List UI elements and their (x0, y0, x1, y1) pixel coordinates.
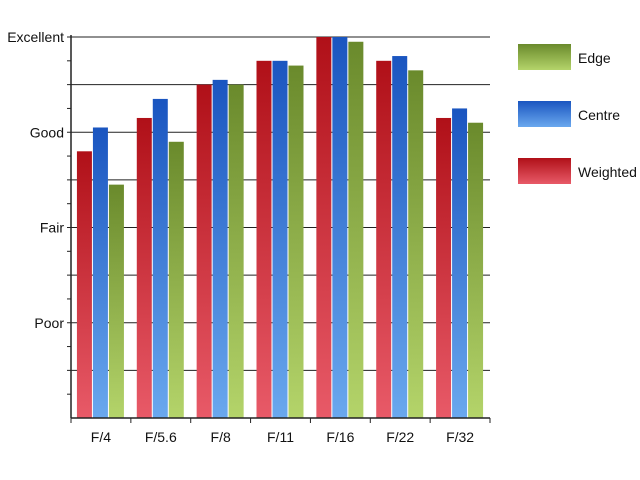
x-tick-label: F/8 (211, 429, 231, 445)
y-tick-labels: Poor Fair Good Excellent (7, 29, 64, 331)
bar-centre-0 (92, 127, 108, 419)
legend-label-weighted: Weighted (578, 164, 637, 180)
y-tick-label: Poor (34, 315, 64, 331)
legend-swatch-centre (518, 101, 571, 127)
bar-edge-1 (168, 141, 184, 418)
legend-swatch-edge (518, 44, 571, 70)
bar-edge-4 (348, 41, 364, 418)
x-tick-labels: F/4 F/5.6 F/8 F/11 F/16 F/22 F/32 (91, 429, 474, 445)
bar-centre-6 (452, 108, 468, 418)
bar-edge-0 (108, 184, 124, 418)
bar-weighted-0 (76, 151, 92, 419)
bar-weighted-4 (316, 37, 332, 418)
x-tick-label: F/4 (91, 429, 111, 445)
bar-weighted-1 (136, 117, 152, 419)
bar-centre-1 (152, 98, 168, 418)
legend-swatch-weighted (518, 158, 571, 184)
bar-edge-6 (468, 122, 484, 418)
bars (76, 37, 484, 419)
x-tick-label: F/11 (267, 429, 294, 445)
legend-label-edge: Edge (578, 50, 611, 66)
bar-centre-3 (272, 60, 288, 418)
bar-centre-2 (212, 79, 228, 419)
y-tick-label: Good (30, 124, 64, 140)
bar-edge-2 (228, 84, 244, 418)
bar-weighted-6 (436, 117, 452, 419)
bar-weighted-3 (256, 60, 272, 418)
x-tick-label: F/5.6 (145, 429, 177, 445)
bar-weighted-5 (376, 60, 392, 418)
legend: Edge Centre Weighted (518, 44, 637, 184)
bar-edge-5 (408, 70, 424, 419)
x-tick-label: F/22 (386, 429, 414, 445)
legend-label-centre: Centre (578, 107, 620, 123)
x-tick-label: F/16 (326, 429, 354, 445)
x-tick-label: F/32 (446, 429, 474, 445)
bar-centre-4 (332, 37, 348, 418)
bar-weighted-2 (196, 84, 212, 418)
y-tick-label: Excellent (7, 29, 64, 45)
bar-edge-3 (288, 65, 304, 418)
axes (67, 35, 491, 423)
bar-centre-5 (392, 56, 408, 419)
y-tick-label: Fair (40, 220, 64, 236)
